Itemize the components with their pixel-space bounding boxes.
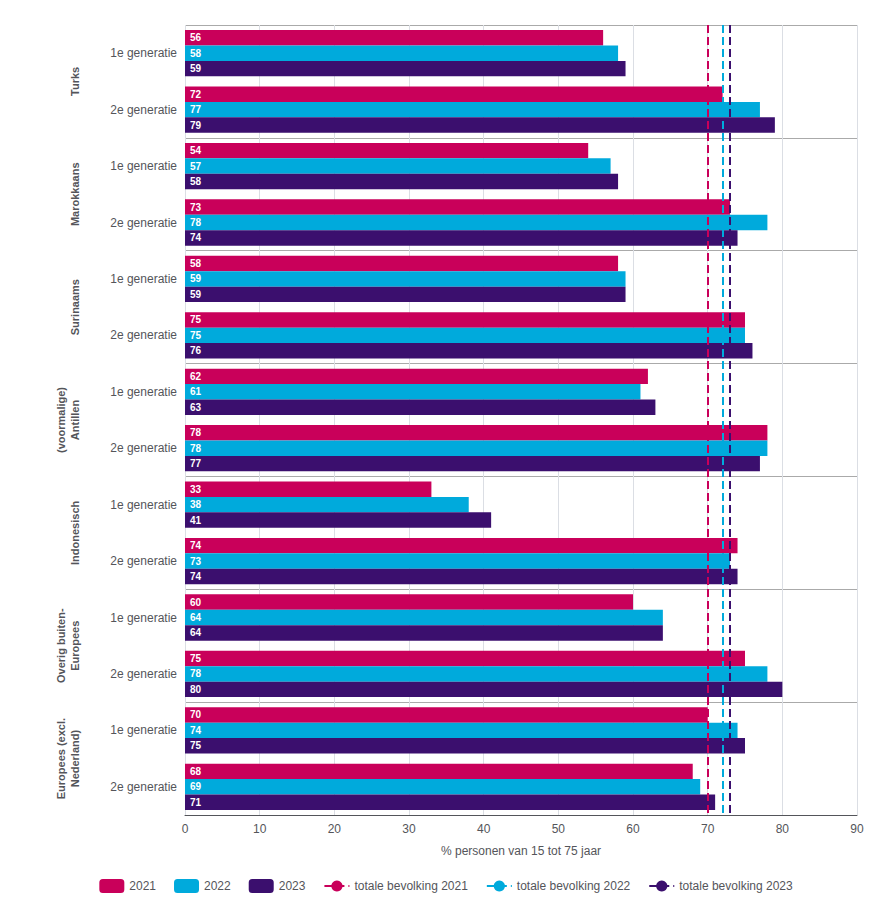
svg-text:totale bevolking 2022: totale bevolking 2022	[517, 879, 631, 893]
svg-text:1e generatie: 1e generatie	[110, 272, 177, 286]
svg-text:1e generatie: 1e generatie	[110, 723, 177, 737]
svg-text:2021: 2021	[129, 879, 156, 893]
svg-text:1e generatie: 1e generatie	[110, 385, 177, 399]
svg-text:78: 78	[190, 668, 202, 679]
svg-text:Surinaams: Surinaams	[69, 279, 81, 335]
svg-text:Nederland): Nederland)	[69, 730, 81, 788]
svg-text:41: 41	[190, 515, 202, 526]
svg-text:75: 75	[190, 740, 202, 751]
svg-text:76: 76	[190, 345, 202, 356]
svg-text:2e generatie: 2e generatie	[110, 780, 177, 794]
svg-text:2e generatie: 2e generatie	[110, 554, 177, 568]
svg-text:Overig buiten-: Overig buiten-	[55, 608, 67, 683]
svg-text:64: 64	[190, 627, 202, 638]
svg-text:2e generatie: 2e generatie	[110, 328, 177, 342]
svg-text:1e generatie: 1e generatie	[110, 611, 177, 625]
svg-text:57: 57	[190, 161, 202, 172]
svg-text:59: 59	[190, 63, 202, 74]
svg-text:70: 70	[190, 709, 202, 720]
svg-text:58: 58	[190, 48, 202, 59]
svg-text:74: 74	[190, 232, 202, 243]
svg-text:78: 78	[190, 217, 202, 228]
svg-text:38: 38	[190, 499, 202, 510]
svg-text:2e generatie: 2e generatie	[110, 103, 177, 117]
svg-text:75: 75	[190, 330, 202, 341]
svg-text:58: 58	[190, 258, 202, 269]
svg-text:10: 10	[253, 822, 267, 836]
svg-text:Antillen: Antillen	[69, 400, 81, 441]
svg-text:73: 73	[190, 202, 202, 213]
svg-text:77: 77	[190, 104, 202, 115]
svg-text:74: 74	[190, 725, 202, 736]
svg-text:74: 74	[190, 571, 202, 582]
svg-text:Europees (excl.: Europees (excl.	[55, 718, 67, 799]
svg-text:2e generatie: 2e generatie	[110, 441, 177, 455]
svg-text:% personen van 15 tot 75 jaar: % personen van 15 tot 75 jaar	[441, 844, 601, 858]
svg-text:74: 74	[190, 540, 202, 551]
svg-text:72: 72	[190, 89, 202, 100]
svg-text:20: 20	[328, 822, 342, 836]
svg-text:0: 0	[182, 822, 189, 836]
svg-text:77: 77	[190, 458, 202, 469]
svg-text:69: 69	[190, 781, 202, 792]
svg-text:30: 30	[402, 822, 416, 836]
svg-text:63: 63	[190, 402, 202, 413]
svg-text:80: 80	[190, 684, 202, 695]
svg-text:60: 60	[626, 822, 640, 836]
svg-text:60: 60	[190, 597, 202, 608]
svg-text:59: 59	[190, 289, 202, 300]
svg-text:78: 78	[190, 427, 202, 438]
svg-text:1e generatie: 1e generatie	[110, 159, 177, 173]
svg-text:Europees: Europees	[69, 621, 81, 671]
svg-text:2023: 2023	[279, 879, 306, 893]
svg-text:62: 62	[190, 371, 202, 382]
svg-text:61: 61	[190, 386, 202, 397]
svg-text:2e generatie: 2e generatie	[110, 667, 177, 681]
svg-text:totale bevolking 2023: totale bevolking 2023	[679, 879, 793, 893]
svg-text:Turks: Turks	[69, 67, 81, 96]
svg-text:Indonesisch: Indonesisch	[69, 500, 81, 564]
svg-text:1e generatie: 1e generatie	[110, 46, 177, 60]
svg-text:2e generatie: 2e generatie	[110, 216, 177, 230]
svg-text:64: 64	[190, 612, 202, 623]
svg-text:58: 58	[190, 176, 202, 187]
svg-text:73: 73	[190, 556, 202, 567]
svg-text:90: 90	[850, 822, 864, 836]
svg-text:54: 54	[190, 145, 202, 156]
svg-text:totale bevolking 2021: totale bevolking 2021	[354, 879, 468, 893]
svg-text:50: 50	[552, 822, 566, 836]
svg-text:75: 75	[190, 314, 202, 325]
svg-text:40: 40	[477, 822, 491, 836]
svg-text:80: 80	[776, 822, 790, 836]
svg-text:Marokkaans: Marokkaans	[69, 162, 81, 226]
svg-text:68: 68	[190, 766, 202, 777]
svg-text:1e generatie: 1e generatie	[110, 498, 177, 512]
svg-text:70: 70	[701, 822, 715, 836]
svg-text:75: 75	[190, 653, 202, 664]
svg-text:(voormalige): (voormalige)	[55, 387, 67, 453]
svg-text:78: 78	[190, 443, 202, 454]
svg-text:79: 79	[190, 120, 202, 131]
svg-text:71: 71	[190, 797, 202, 808]
svg-text:56: 56	[190, 32, 202, 43]
svg-text:33: 33	[190, 484, 202, 495]
svg-text:2022: 2022	[204, 879, 231, 893]
svg-text:59: 59	[190, 273, 202, 284]
